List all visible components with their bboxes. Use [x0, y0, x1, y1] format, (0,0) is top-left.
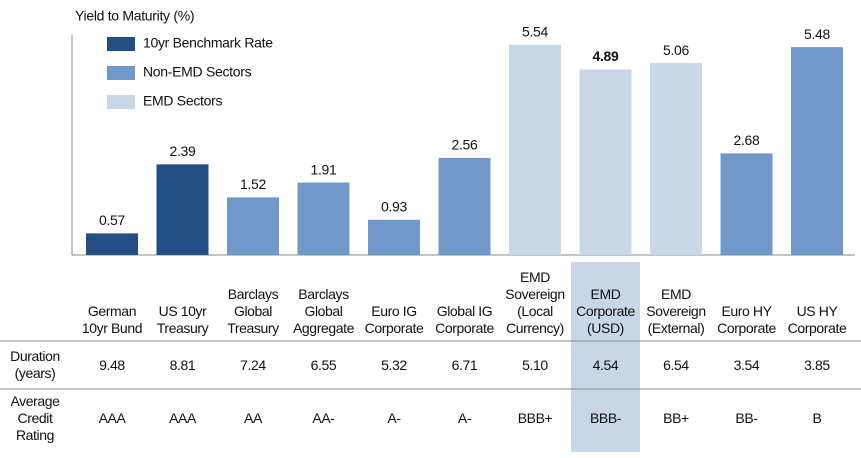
legend-swatch: [107, 66, 135, 80]
table-cell: 7.24: [240, 356, 266, 373]
value-label: 4.89: [592, 48, 619, 64]
legend-label: 10yr Benchmark Rate: [143, 35, 273, 51]
legend-label: Non-EMD Sectors: [143, 64, 252, 80]
bar: [297, 182, 350, 255]
category-label: Global IG Corporate: [435, 303, 494, 336]
legend-swatch: [107, 95, 135, 109]
highlight-column: [571, 262, 640, 452]
bar: [720, 153, 773, 255]
bar: [227, 197, 279, 255]
table-cell: AA-: [312, 409, 335, 426]
table-cell: BB-: [735, 409, 758, 426]
value-label: 2.56: [451, 137, 478, 153]
category-label: EMD Corporate (USD): [576, 286, 635, 336]
category-label: Euro IG Corporate: [364, 303, 424, 336]
table-cell: BB+: [663, 409, 689, 426]
table-cell: 6.55: [310, 356, 337, 373]
row-label: Duration (years): [10, 348, 60, 381]
value-label: 5.06: [663, 42, 690, 58]
value-label: 0.57: [99, 212, 126, 228]
category-label: EMD Sovereign (External): [646, 286, 706, 336]
bar: [579, 69, 632, 255]
bar: [509, 44, 561, 256]
bar: [368, 219, 420, 255]
table-cell: AA: [244, 409, 262, 426]
value-label: 1.52: [240, 176, 267, 192]
bar: [156, 164, 209, 255]
category-label: Euro HY Corporate: [717, 303, 776, 336]
bar: [650, 63, 702, 255]
table-cell: 5.10: [522, 356, 548, 373]
table-cell: B: [812, 409, 822, 426]
bar: [86, 233, 138, 255]
value-label: 1.91: [310, 161, 337, 177]
value-label: 0.93: [381, 198, 408, 214]
y-axis-label: Yield to Maturity (%): [75, 8, 194, 24]
legend-swatch: [107, 37, 135, 51]
table-cell: BBB+: [517, 409, 553, 426]
table-cell: AAA: [98, 409, 126, 426]
table-cell: AAA: [169, 409, 196, 426]
category-label: Barclays Global Treasury: [227, 286, 279, 336]
table-cell: A-: [457, 409, 472, 426]
row-label: Average Credit Rating: [10, 392, 60, 443]
category-label: Barclays Global Aggregate: [292, 286, 354, 336]
legend-label: EMD Sectors: [143, 93, 222, 109]
value-label: 5.54: [522, 24, 549, 40]
category-label: EMD Sovereign (Local Currency): [505, 269, 565, 336]
bar: [438, 157, 491, 255]
value-label: 5.48: [804, 26, 831, 42]
table-cell: 8.81: [169, 356, 196, 373]
table-cell: 3.85: [804, 356, 830, 373]
category-label: US HY Corporate: [787, 303, 847, 336]
table-cell: 3.54: [733, 356, 760, 373]
table-cell: BBB-: [589, 409, 622, 426]
category-label: German 10yr Bund: [81, 303, 143, 336]
table-cell: 4.54: [592, 356, 619, 373]
table-cell: 6.71: [451, 356, 478, 373]
table-cell: 5.32: [381, 356, 407, 373]
table-cell: 6.54: [663, 356, 689, 373]
value-label: 2.39: [169, 143, 196, 159]
category-label: US 10yr Treasury: [156, 303, 209, 336]
table-cell: A-: [387, 409, 401, 426]
value-label: 2.68: [733, 132, 760, 148]
table-cell: 9.48: [99, 356, 125, 373]
bar: [791, 47, 843, 255]
